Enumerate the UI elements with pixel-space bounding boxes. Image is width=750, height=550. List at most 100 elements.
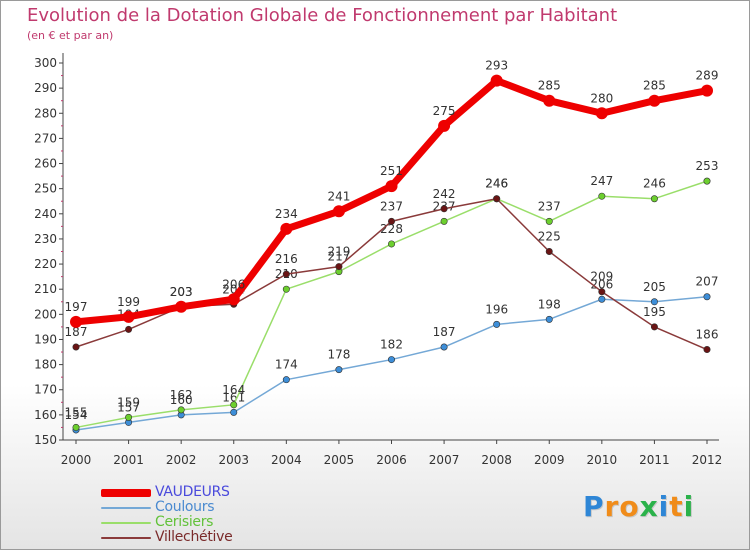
data-label-cerisiers: 159 xyxy=(117,395,140,409)
data-label-villechetive: 209 xyxy=(590,270,613,284)
data-label-coulours: 178 xyxy=(327,348,350,362)
data-point-villechetive xyxy=(282,270,290,278)
data-point-villechetive xyxy=(545,248,553,256)
data-label-coulours: 157 xyxy=(117,400,140,414)
y-tick-label: 200 xyxy=(34,307,57,321)
data-point-villechetive xyxy=(493,195,501,203)
data-label-coulours: 160 xyxy=(170,393,193,407)
data-point-vaudeurs xyxy=(227,293,240,306)
data-point-vaudeurs xyxy=(701,84,713,97)
data-label-vaudeurs: 289 xyxy=(696,69,719,83)
y-tick-label: 160 xyxy=(34,408,57,422)
legend-swatch xyxy=(101,489,151,497)
data-label-coulours: 196 xyxy=(485,302,508,316)
data-label-coulours: 198 xyxy=(538,297,561,311)
y-tick-label: 220 xyxy=(34,257,57,271)
logo-letter: x xyxy=(639,490,659,523)
x-tick-label: 2002 xyxy=(166,453,197,467)
x-tick-label: 2001 xyxy=(113,453,144,467)
x-tick-label: 2007 xyxy=(429,453,460,467)
data-label-villechetive: 246 xyxy=(485,177,508,191)
data-point-cerisiers xyxy=(598,192,606,200)
data-label-cerisiers: 246 xyxy=(485,177,508,191)
x-tick-label: 2012 xyxy=(692,453,723,467)
data-point-vaudeurs xyxy=(490,74,503,87)
data-point-coulours xyxy=(650,298,658,306)
data-point-coulours xyxy=(598,295,606,303)
data-point-villechetive xyxy=(650,323,658,331)
data-point-cerisiers xyxy=(650,195,658,203)
data-point-vaudeurs xyxy=(175,300,188,313)
x-tick-label: 2006 xyxy=(376,453,407,467)
data-label-vaudeurs: 285 xyxy=(643,79,666,93)
data-point-villechetive xyxy=(387,217,395,225)
legend-label: Coulours xyxy=(155,499,215,515)
data-point-villechetive xyxy=(598,288,606,296)
data-point-villechetive xyxy=(72,343,80,351)
logo-letter: i xyxy=(683,490,695,523)
data-point-vaudeurs xyxy=(543,94,556,107)
y-tick-label: 300 xyxy=(34,56,57,70)
y-tick-label: 180 xyxy=(34,358,57,372)
data-point-villechetive xyxy=(440,205,448,213)
data-label-vaudeurs: 203 xyxy=(170,285,193,299)
data-label-villechetive: 195 xyxy=(643,305,666,319)
data-label-villechetive: 216 xyxy=(275,252,298,266)
data-label-cerisiers: 155 xyxy=(65,405,88,419)
data-label-cerisiers: 164 xyxy=(222,383,245,397)
data-point-coulours xyxy=(230,408,238,416)
data-label-cerisiers: 253 xyxy=(696,159,719,173)
data-label-vaudeurs: 197 xyxy=(65,300,88,314)
y-tick-label: 240 xyxy=(34,207,57,221)
y-tick-label: 210 xyxy=(34,282,57,296)
legend-label: VAUDEURS xyxy=(155,484,230,500)
data-label-villechetive: 242 xyxy=(433,187,456,201)
data-label-vaudeurs: 251 xyxy=(380,164,403,178)
data-point-villechetive xyxy=(703,346,711,354)
data-point-vaudeurs xyxy=(280,222,293,235)
data-label-villechetive: 203 xyxy=(170,285,193,299)
y-tick-label: 150 xyxy=(34,433,57,447)
data-point-cerisiers xyxy=(545,217,553,225)
data-label-vaudeurs: 241 xyxy=(327,189,350,203)
data-label-coulours: 182 xyxy=(380,338,403,352)
chart-title: Evolution de la Dotation Globale de Fonc… xyxy=(27,5,618,26)
series-line-coulours xyxy=(75,295,708,431)
y-tick-label: 230 xyxy=(34,232,57,246)
y-tick-label: 280 xyxy=(34,106,57,120)
data-label-vaudeurs: 234 xyxy=(275,207,298,221)
data-point-cerisiers xyxy=(282,285,290,293)
data-point-coulours xyxy=(703,293,711,301)
x-tick-label: 2009 xyxy=(534,453,565,467)
data-label-vaudeurs: 199 xyxy=(117,295,140,309)
x-tick-label: 2010 xyxy=(587,453,618,467)
y-tick-label: 170 xyxy=(34,383,57,397)
data-label-vaudeurs: 275 xyxy=(433,104,456,118)
data-point-vaudeurs xyxy=(438,119,451,132)
data-label-coulours: 187 xyxy=(433,325,456,339)
y-tick-label: 290 xyxy=(34,81,57,95)
data-point-cerisiers xyxy=(125,413,133,421)
proxiti-logo: Proxiti xyxy=(583,490,694,523)
y-tick-label: 270 xyxy=(34,131,57,145)
data-label-cerisiers: 247 xyxy=(590,174,613,188)
chart-subtitle: (en € et par an) xyxy=(27,29,114,42)
data-point-cerisiers xyxy=(703,177,711,185)
legend-swatch xyxy=(101,522,151,524)
data-label-villechetive: 225 xyxy=(538,230,561,244)
data-point-cerisiers xyxy=(387,240,395,248)
y-tick-label: 250 xyxy=(34,182,57,196)
x-tick-label: 2008 xyxy=(481,453,512,467)
legend-label: Villechétive xyxy=(155,529,233,545)
data-point-vaudeurs xyxy=(122,310,135,323)
y-tick-label: 190 xyxy=(34,332,57,346)
logo-letter: P xyxy=(583,490,605,523)
logo-letter: t xyxy=(669,490,684,523)
data-label-villechetive: 237 xyxy=(380,199,403,213)
logo-letter: o xyxy=(619,490,640,523)
data-label-coulours: 207 xyxy=(696,275,719,289)
data-label-cerisiers: 246 xyxy=(643,177,666,191)
data-point-vaudeurs xyxy=(332,205,345,218)
